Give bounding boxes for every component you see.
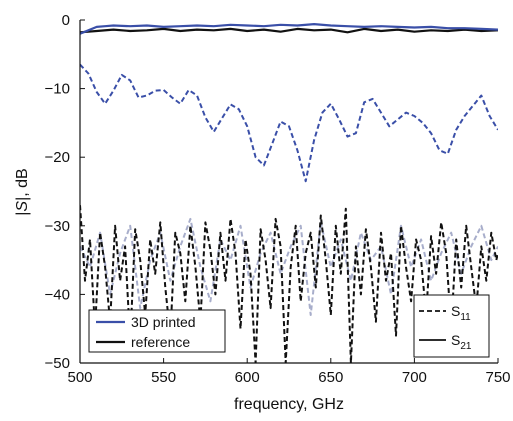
legend-label-s21-main: S [451,332,460,348]
series-line-1 [80,27,498,34]
x-tick-label-2: 600 [235,369,260,386]
y-tick-label-3: −30 [45,218,70,235]
legend-color: 3D printed reference [88,309,226,353]
y-tick-label-5: −50 [45,355,70,372]
legend-label-s21-sub: 21 [460,341,472,352]
x-tick-label-3: 650 [318,369,343,386]
y-tick-label-4: −40 [45,286,70,303]
legend-label-printed: 3D printed [131,314,196,330]
legend-label-s11-sub: 11 [460,312,471,323]
series-line-4 [80,217,498,316]
legend-label-reference: reference [131,334,190,350]
y-axis-title-symbol: S [14,201,31,212]
legend-label-s11: S11 [451,303,471,323]
series-line-0 [80,23,498,35]
series-layer [80,23,498,363]
legend-label-s11-main: S [451,303,460,319]
x-tick-label-0: 500 [67,369,92,386]
legend-color-box [88,309,226,353]
y-tick-label-2: −20 [45,149,70,166]
series-line-2 [80,63,498,183]
legend-style: S11 S21 [413,294,490,358]
x-tick-label-1: 550 [151,369,176,386]
series-line-3 [80,205,498,363]
x-tick-label-4: 700 [402,369,427,386]
y-tick-label-0: 0 [62,12,70,29]
y-tick-label-1: −10 [45,81,70,98]
y-axis-title-bar-left: | [14,212,31,216]
legend-label-s21: S21 [451,332,472,352]
tick-layer: 500 550 600 650 700 750 0 −10 −20 −30 −40 −50 [45,12,511,386]
x-axis-title: frequency, GHz [234,396,344,413]
y-axis-title: |S|, dB [14,168,31,215]
y-axis-title-unit: |, dB [14,168,31,201]
legend-style-box [413,294,490,358]
x-tick-label-5: 750 [485,369,510,386]
